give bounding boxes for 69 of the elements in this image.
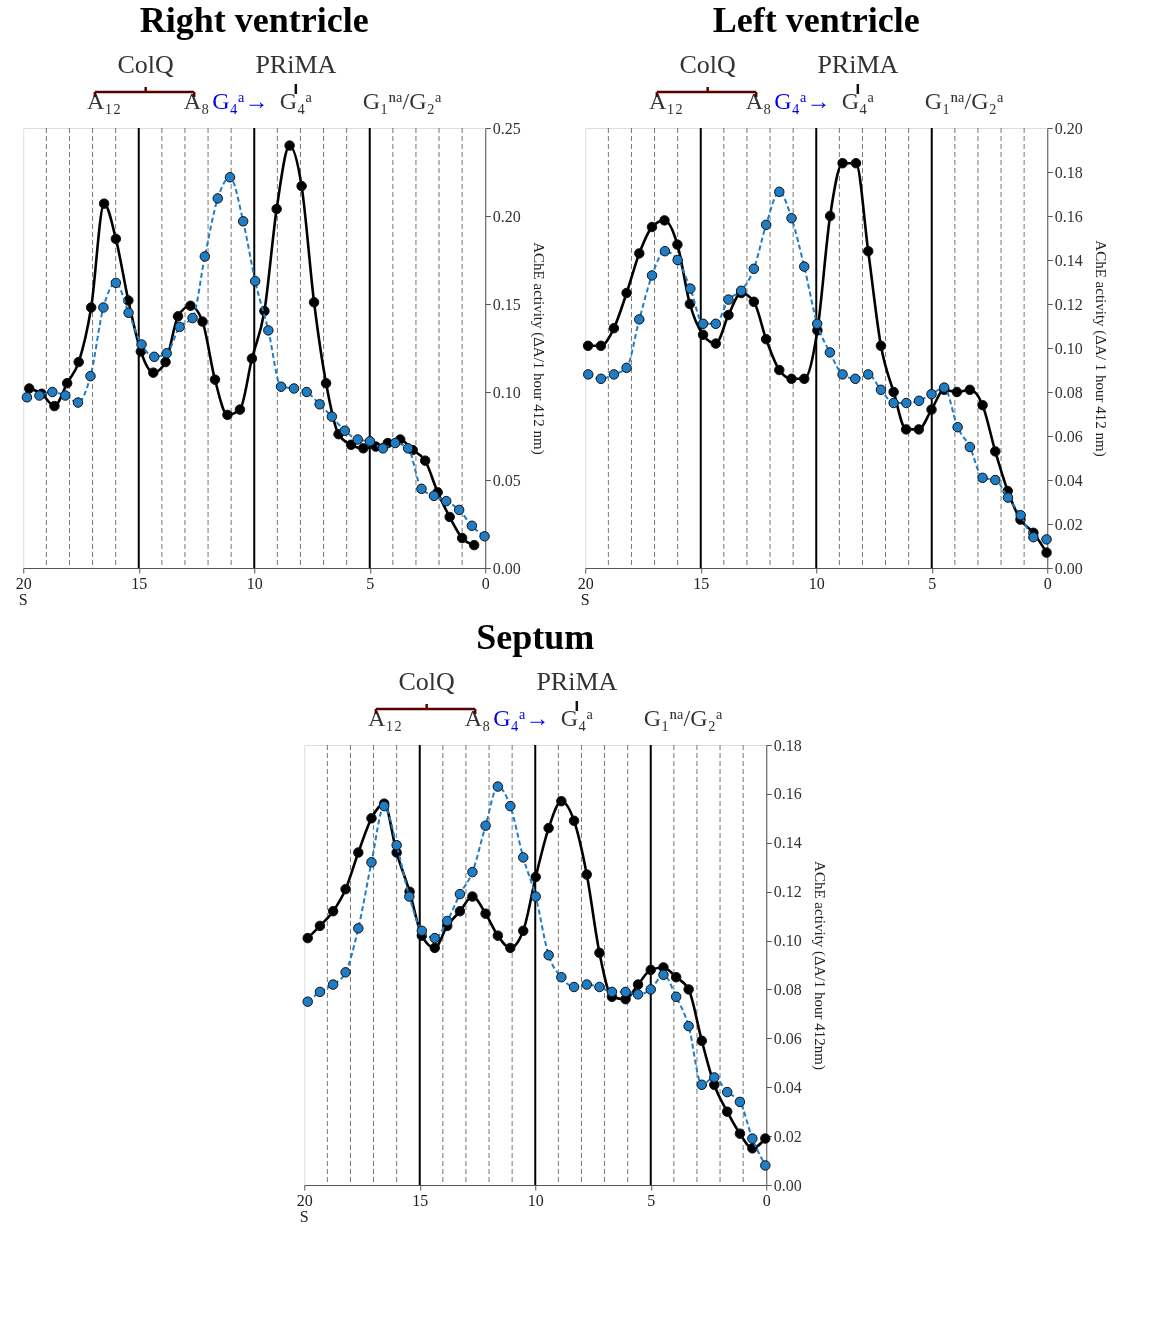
text: ColQ (679, 50, 737, 79)
y-tick-label: 0.20 (1054, 119, 1083, 137)
x-tick-label: 0 (481, 574, 490, 592)
y-tick-label: 0.06 (773, 1029, 802, 1047)
x-axis-title: S (580, 591, 590, 608)
text: ColQ (398, 667, 456, 696)
x-tick-label: 0 (1043, 574, 1052, 592)
x-tick-label: 5 (928, 574, 937, 592)
text: G₄ᵃ→ (212, 88, 269, 114)
text: PRiMA (255, 50, 337, 79)
y-tick-label: 0.00 (1054, 559, 1083, 577)
text: G₄ᵃ (841, 88, 875, 114)
text: PRiMA (817, 50, 899, 79)
chart-title: Right ventricle (139, 0, 369, 40)
y-tick-label: 0.18 (1054, 163, 1083, 181)
x-tick-label: 15 (412, 1191, 429, 1209)
x-axis-title: S (299, 1208, 309, 1225)
y-axis-title: AChE activity (ΔA/1 hour 412nm) (810, 861, 828, 1070)
x-tick-label: 5 (366, 574, 375, 592)
x-tick-label: 5 (647, 1191, 656, 1209)
text: G₄ᵃ→ (493, 705, 550, 731)
x-tick-label: 20 (15, 574, 32, 592)
y-axis-title: AChE activity (ΔA/1 hour 412 nm) (529, 242, 547, 455)
y-tick-label: 0.02 (773, 1127, 802, 1145)
text: PRiMA (536, 667, 618, 696)
text: A₈ (183, 88, 210, 114)
x-tick-label: 20 (296, 1191, 313, 1209)
chart-title: Left ventricle (712, 0, 920, 40)
y-tick-label: 0.15 (492, 295, 521, 313)
text: G₄ᵃ→ (774, 88, 831, 114)
x-tick-label: 15 (131, 574, 148, 592)
y-tick-label: 0.06 (1054, 427, 1083, 445)
x-tick-label: 10 (808, 574, 825, 592)
x-tick-label: 20 (577, 574, 594, 592)
text: G₁ⁿᵃ/G₂ᵃ (643, 705, 723, 731)
y-tick-label: 0.05 (492, 471, 521, 489)
y-tick-label: 0.25 (492, 119, 521, 137)
x-tick-label: 15 (693, 574, 710, 592)
y-tick-label: 0.08 (773, 980, 802, 998)
y-tick-label: 0.10 (1054, 339, 1083, 357)
y-tick-label: 0.14 (773, 834, 802, 852)
y-tick-label: 0.12 (773, 883, 802, 901)
y-tick-label: 0.20 (492, 207, 521, 225)
y-tick-label: 0.12 (1054, 295, 1083, 313)
y-tick-label: 0.00 (492, 559, 521, 577)
y-tick-label: 0.08 (1054, 383, 1083, 401)
y-axis-title: AChE activity (ΔA/ 1 hour 412 nm) (1091, 240, 1109, 457)
chart-title: Septum (476, 617, 595, 657)
y-tick-label: 0.10 (492, 383, 521, 401)
x-tick-label: 10 (527, 1191, 544, 1209)
y-tick-label: 0.00 (773, 1176, 802, 1194)
x-tick-label: 10 (246, 574, 263, 592)
y-tick-label: 0.04 (1054, 471, 1083, 489)
y-tick-label: 0.14 (1054, 251, 1083, 269)
y-tick-label: 0.04 (773, 1078, 802, 1096)
text: G₁ⁿᵃ/G₂ᵃ (362, 88, 442, 114)
text: G₁ⁿᵃ/G₂ᵃ (924, 88, 1004, 114)
text: G₄ᵃ (560, 705, 594, 731)
text: ColQ (117, 50, 175, 79)
x-tick-label: 0 (762, 1191, 771, 1209)
y-tick-label: 0.18 (773, 736, 802, 754)
y-tick-label: 0.16 (773, 785, 802, 803)
text: A₈ (745, 88, 772, 114)
x-axis-title: S (18, 591, 28, 608)
text: G₄ᵃ (279, 88, 313, 114)
y-tick-label: 0.16 (1054, 207, 1083, 225)
text: A₈ (464, 705, 491, 731)
y-tick-label: 0.02 (1054, 515, 1083, 533)
y-tick-label: 0.10 (773, 932, 802, 950)
